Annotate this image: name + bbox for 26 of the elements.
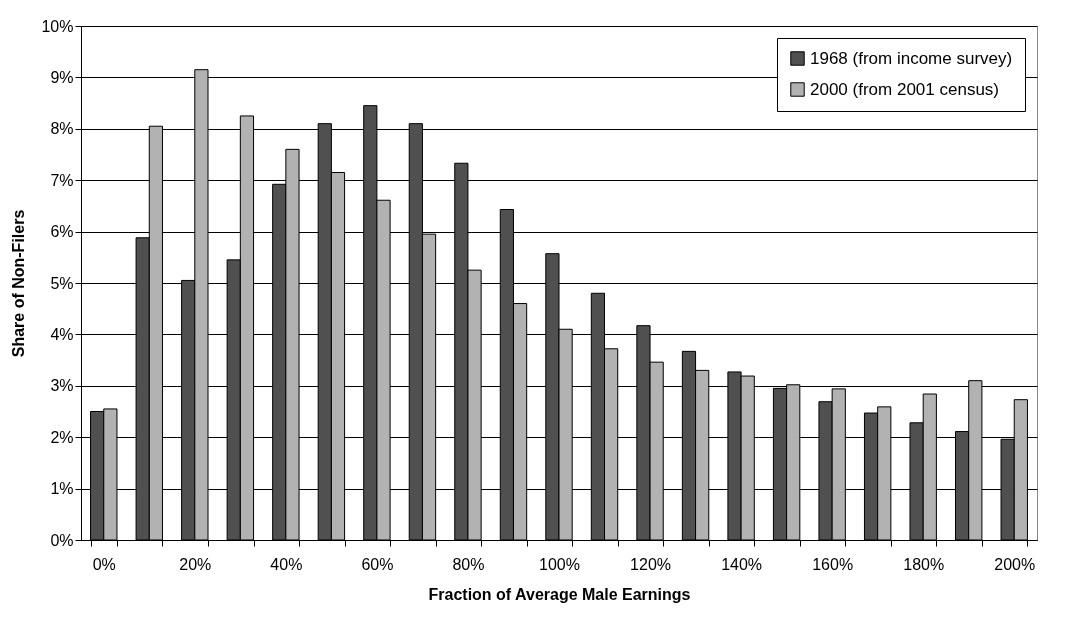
x-tick-label: 100% xyxy=(539,555,580,573)
legend-label: 1968 (from income survey) xyxy=(810,48,1013,68)
x-tick-label: 120% xyxy=(630,555,672,573)
x-tick-label: 80% xyxy=(452,555,485,573)
y-tick-label: 1% xyxy=(50,480,74,498)
x-tick-label: 0% xyxy=(92,555,116,573)
y-tick-label: 3% xyxy=(50,377,74,395)
x-tick-label: 140% xyxy=(721,555,763,573)
legend-label: 2000 (from 2001 census) xyxy=(810,79,999,99)
x-tick-label: 200% xyxy=(994,555,1036,573)
y-tick-label: 4% xyxy=(50,325,74,343)
x-tick-label: 60% xyxy=(361,555,394,573)
x-tick-label: 160% xyxy=(812,555,854,573)
y-tick-label: 0% xyxy=(50,531,74,549)
y-tick-label: 10% xyxy=(41,17,74,35)
y-tick-label: 8% xyxy=(50,120,74,138)
y-tick-label: 6% xyxy=(50,223,74,241)
x-tick-label: 20% xyxy=(179,555,212,573)
x-axis-title: Fraction of Average Male Earnings xyxy=(428,585,691,603)
y-tick-label: 2% xyxy=(50,428,74,446)
y-tick-label: 9% xyxy=(50,68,74,86)
x-tick-label: 40% xyxy=(270,555,303,573)
y-tick-label: 5% xyxy=(50,274,74,292)
y-tick-label: 7% xyxy=(50,171,74,189)
y-axis-title: Share of Non-Filers xyxy=(10,209,28,358)
x-tick-label: 180% xyxy=(903,555,945,573)
